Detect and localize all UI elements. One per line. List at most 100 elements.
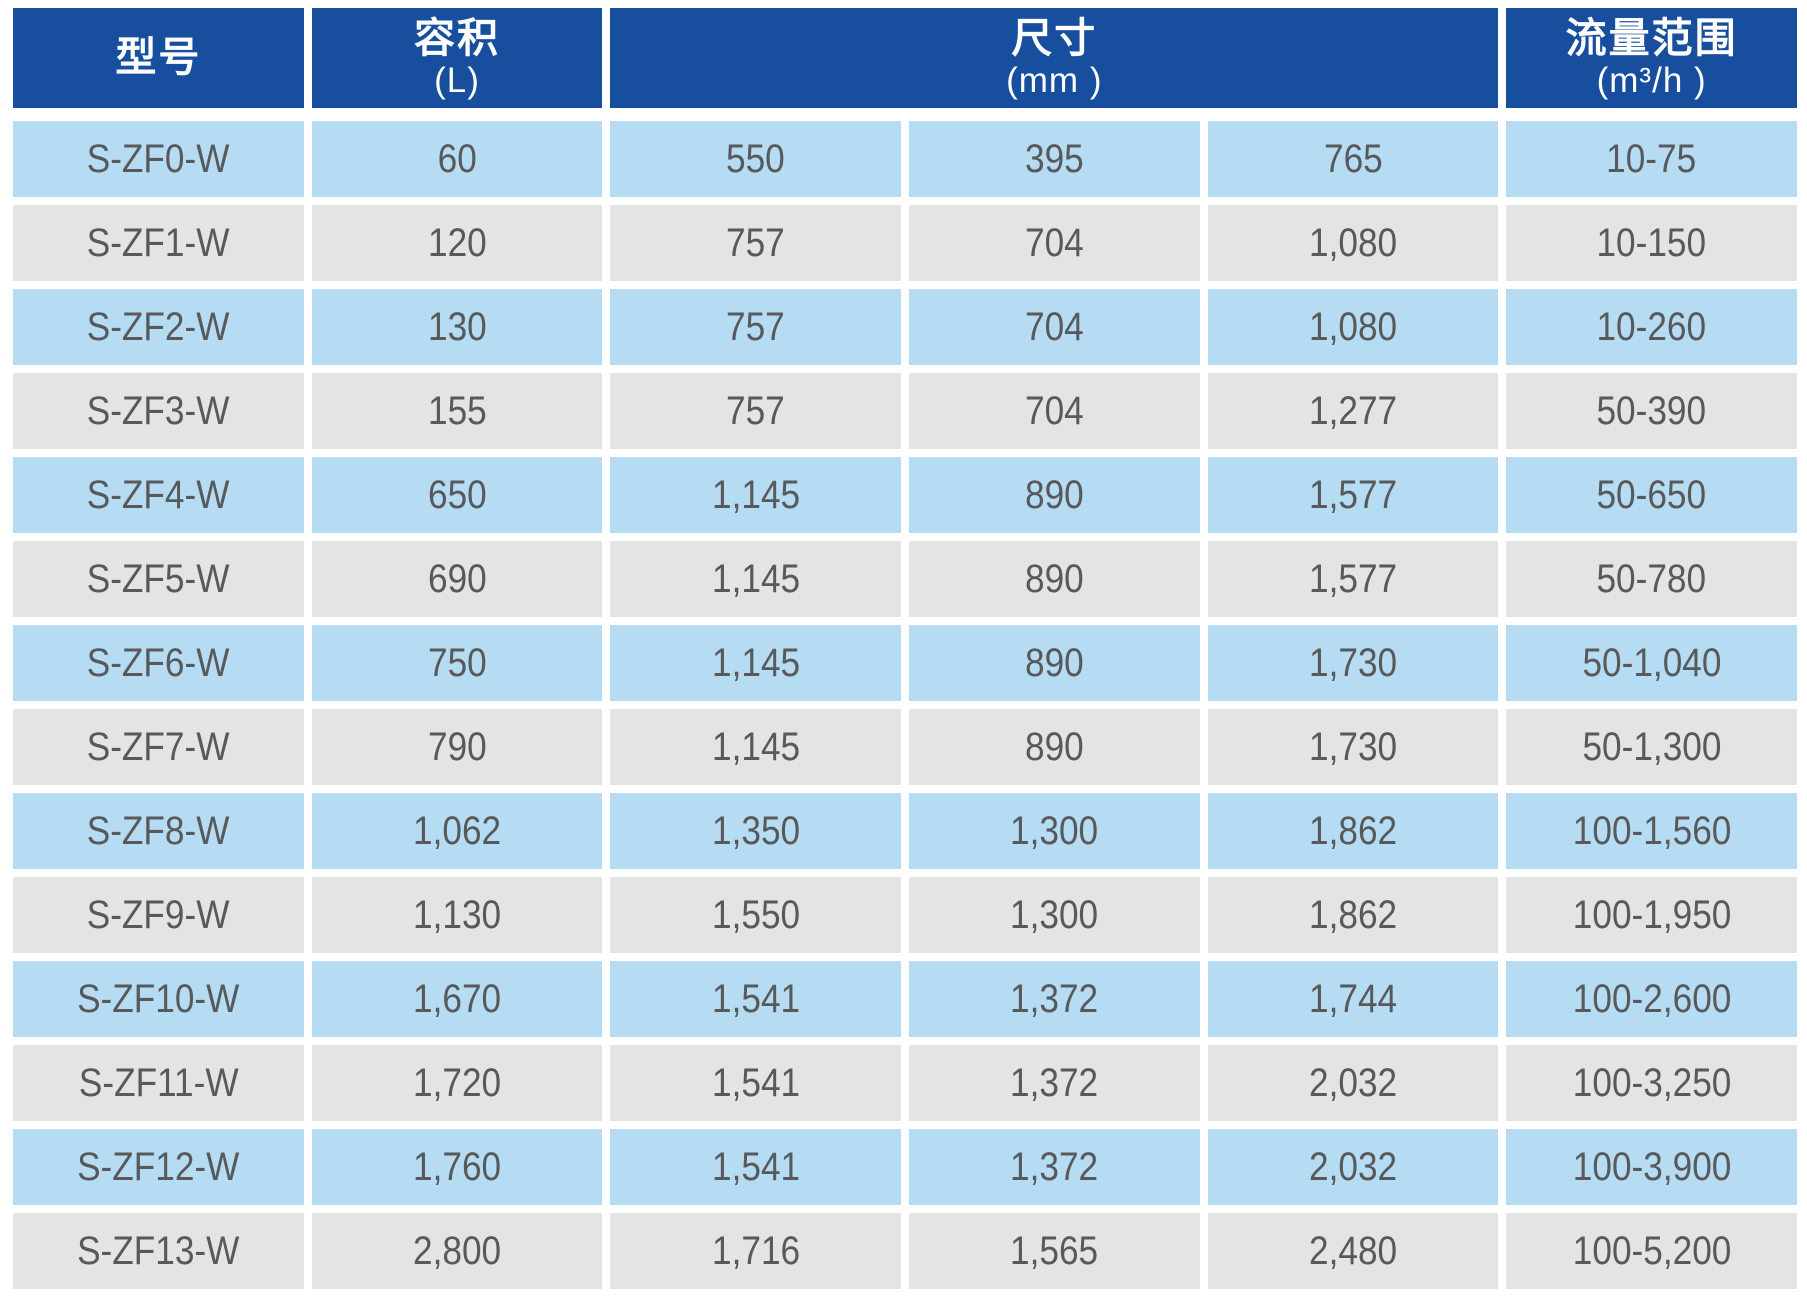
model-cell-value: S-ZF0-W [86, 136, 230, 181]
flow-range-cell: 50-650 [1506, 457, 1797, 533]
table-row: S-ZF4-W 650 1,145 890 1,577 50-650 [13, 457, 1797, 533]
dim-cell-2-value: 704 [1024, 388, 1084, 433]
model-cell: S-ZF4-W [13, 457, 304, 533]
volume-cell: 1,130 [311, 877, 603, 953]
flow-range-cell-value: 100-2,600 [1572, 976, 1731, 1021]
table-body: S-ZF0-W 60 550 395 765 10-75 S-ZF1-W 120 757 704 1… [13, 121, 1797, 1289]
volume-cell-value: 1,720 [412, 1060, 502, 1105]
volume-cell-value: 1,062 [412, 808, 502, 853]
dim-cell-2: 704 [908, 373, 1200, 449]
table-row: S-ZF11-W 1,720 1,541 1,372 2,032 100-3,250 [13, 1045, 1797, 1121]
volume-cell-value: 120 [427, 220, 487, 265]
dim-cell-1-value: 1,145 [711, 724, 800, 769]
dim-cell-1: 757 [610, 205, 901, 281]
dim-cell-1: 1,716 [610, 1213, 901, 1289]
flow-range-cell: 100-2,600 [1506, 961, 1797, 1037]
dim-cell-1: 1,350 [610, 793, 901, 869]
dim-cell-3: 1,277 [1207, 373, 1499, 449]
dim-cell-3-value: 1,862 [1308, 808, 1398, 853]
header-flow-range-unit: (m³/h ) [1596, 61, 1707, 101]
flow-range-cell-value: 100-1,560 [1572, 808, 1731, 853]
model-cell: S-ZF13-W [13, 1213, 304, 1289]
volume-cell: 2,800 [311, 1213, 603, 1289]
volume-cell: 690 [311, 541, 603, 617]
dim-cell-2: 1,372 [908, 961, 1200, 1037]
dim-cell-2-value: 395 [1024, 136, 1084, 181]
volume-cell-value: 155 [427, 388, 487, 433]
model-cell: S-ZF7-W [13, 709, 304, 785]
model-cell-value: S-ZF1-W [86, 220, 230, 265]
dim-cell-1-value: 1,550 [711, 892, 800, 937]
model-cell-value: S-ZF12-W [77, 1144, 240, 1189]
dim-cell-1: 1,550 [610, 877, 901, 953]
dim-cell-3-value: 1,730 [1308, 724, 1398, 769]
flow-range-cell-value: 100-3,250 [1572, 1060, 1731, 1105]
model-cell: S-ZF9-W [13, 877, 304, 953]
dim-cell-3: 2,480 [1207, 1213, 1499, 1289]
dim-cell-3-value: 1,577 [1308, 556, 1398, 601]
dim-cell-3-value: 1,862 [1308, 892, 1398, 937]
header-model-label: 型号 [115, 34, 202, 81]
dim-cell-1-value: 757 [726, 388, 786, 433]
model-cell-value: S-ZF3-W [86, 388, 230, 433]
dim-cell-3: 2,032 [1207, 1129, 1499, 1205]
volume-cell: 1,062 [311, 793, 603, 869]
dim-cell-1: 757 [610, 373, 901, 449]
flow-range-cell-value: 10-150 [1596, 220, 1707, 265]
model-cell: S-ZF1-W [13, 205, 304, 281]
dim-cell-2: 890 [908, 709, 1200, 785]
volume-cell: 155 [311, 373, 603, 449]
dim-cell-2-value: 1,372 [1010, 976, 1099, 1021]
header-row: 型号 容积 (L) 尺寸 (mm ) 流量范围 (m³/h ) [13, 8, 1797, 113]
dim-cell-3: 1,730 [1207, 709, 1499, 785]
flow-range-cell: 50-390 [1506, 373, 1797, 449]
table-row: S-ZF1-W 120 757 704 1,080 10-150 [13, 205, 1797, 281]
table-row: S-ZF13-W 2,800 1,716 1,565 2,480 100-5,200 [13, 1213, 1797, 1289]
product-spec-table: 型号 容积 (L) 尺寸 (mm ) 流量范围 (m³/h ) S-ZF0-W 6… [5, 0, 1805, 1297]
dim-cell-3: 1,080 [1207, 205, 1499, 281]
dim-cell-2-value: 704 [1024, 220, 1084, 265]
table-row: S-ZF5-W 690 1,145 890 1,577 50-780 [13, 541, 1797, 617]
volume-cell: 130 [311, 289, 603, 365]
dim-cell-1: 550 [610, 121, 901, 197]
flow-range-cell: 100-5,200 [1506, 1213, 1797, 1289]
header-flow-range-label: 流量范围 [1565, 15, 1738, 62]
table-row: S-ZF3-W 155 757 704 1,277 50-390 [13, 373, 1797, 449]
dim-cell-1-value: 757 [726, 304, 786, 349]
table-row: S-ZF12-W 1,760 1,541 1,372 2,032 100-3,900 [13, 1129, 1797, 1205]
dim-cell-1: 757 [610, 289, 901, 365]
table-row: S-ZF7-W 790 1,145 890 1,730 50-1,300 [13, 709, 1797, 785]
model-cell-value: S-ZF9-W [86, 892, 230, 937]
dim-cell-1-value: 1,145 [711, 472, 800, 517]
dim-cell-2-value: 1,372 [1010, 1144, 1099, 1189]
dim-cell-3-value: 1,277 [1308, 388, 1398, 433]
dim-cell-3: 1,577 [1207, 457, 1499, 533]
volume-cell: 790 [311, 709, 603, 785]
volume-cell: 1,670 [311, 961, 603, 1037]
flow-range-cell: 100-3,250 [1506, 1045, 1797, 1121]
volume-cell-value: 750 [427, 640, 487, 685]
flow-range-cell: 10-260 [1506, 289, 1797, 365]
dim-cell-2: 890 [908, 457, 1200, 533]
model-cell-value: S-ZF13-W [77, 1228, 240, 1273]
table-row: S-ZF8-W 1,062 1,350 1,300 1,862 100-1,560 [13, 793, 1797, 869]
volume-cell: 60 [311, 121, 603, 197]
dim-cell-3-value: 1,577 [1308, 472, 1398, 517]
dim-cell-2: 1,372 [908, 1045, 1200, 1121]
dim-cell-3-value: 2,480 [1308, 1228, 1398, 1273]
volume-cell-value: 1,670 [412, 976, 502, 1021]
flow-range-cell-value: 100-1,950 [1572, 892, 1731, 937]
volume-cell-value: 2,800 [412, 1228, 502, 1273]
header-volume: 容积 (L) [311, 8, 603, 113]
dim-cell-2-value: 890 [1024, 472, 1084, 517]
flow-range-cell-value: 100-5,200 [1572, 1228, 1731, 1273]
flow-range-cell: 10-75 [1506, 121, 1797, 197]
flow-range-cell: 100-1,560 [1506, 793, 1797, 869]
dim-cell-3-value: 765 [1323, 136, 1383, 181]
volume-cell-value: 1,130 [412, 892, 502, 937]
volume-cell-value: 60 [437, 136, 477, 181]
dim-cell-1: 1,145 [610, 625, 901, 701]
dim-cell-2-value: 1,300 [1010, 892, 1099, 937]
dim-cell-1: 1,145 [610, 457, 901, 533]
model-cell: S-ZF3-W [13, 373, 304, 449]
